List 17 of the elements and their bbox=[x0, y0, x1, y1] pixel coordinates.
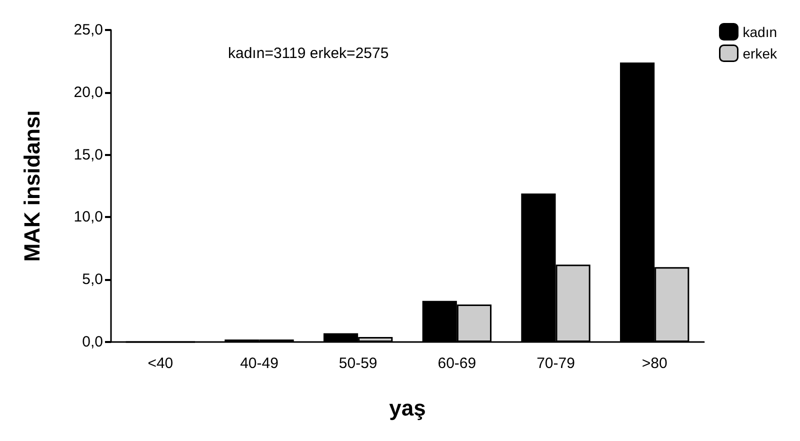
x-tick-label: >80 bbox=[642, 355, 668, 372]
x-tick-label: 40-49 bbox=[240, 355, 278, 372]
y-tick-label: 25,0 bbox=[74, 22, 103, 38]
y-tick-label: 5,0 bbox=[82, 271, 103, 288]
y-axis-title: MAK insidansı bbox=[20, 110, 44, 262]
y-tick-label: 0,0 bbox=[82, 334, 103, 350]
y-tick-label: 10,0 bbox=[74, 208, 103, 226]
x-tick-label: <40 bbox=[148, 355, 174, 372]
legend-label: erkek bbox=[742, 45, 778, 62]
x-tick-label: 60-69 bbox=[438, 355, 476, 372]
x-axis-title: yaş bbox=[389, 396, 426, 420]
x-tick-label: 70-79 bbox=[536, 355, 575, 372]
x-tick-label: 50-59 bbox=[338, 355, 378, 372]
y-tick-label: 20,0 bbox=[74, 84, 103, 101]
annotation: kadın=3119 erkek=2575 bbox=[228, 45, 389, 62]
y-tick-label: 15,0 bbox=[74, 146, 103, 164]
legend-label: kadın bbox=[742, 24, 777, 40]
